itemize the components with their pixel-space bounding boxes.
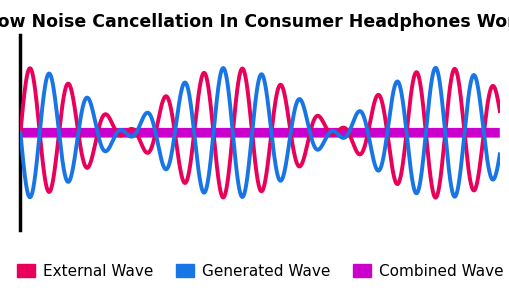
Legend: External Wave, Generated Wave, Combined Wave: External Wave, Generated Wave, Combined …: [10, 258, 509, 285]
Title: How Noise Cancellation In Consumer Headphones Works: How Noise Cancellation In Consumer Headp…: [0, 13, 509, 31]
